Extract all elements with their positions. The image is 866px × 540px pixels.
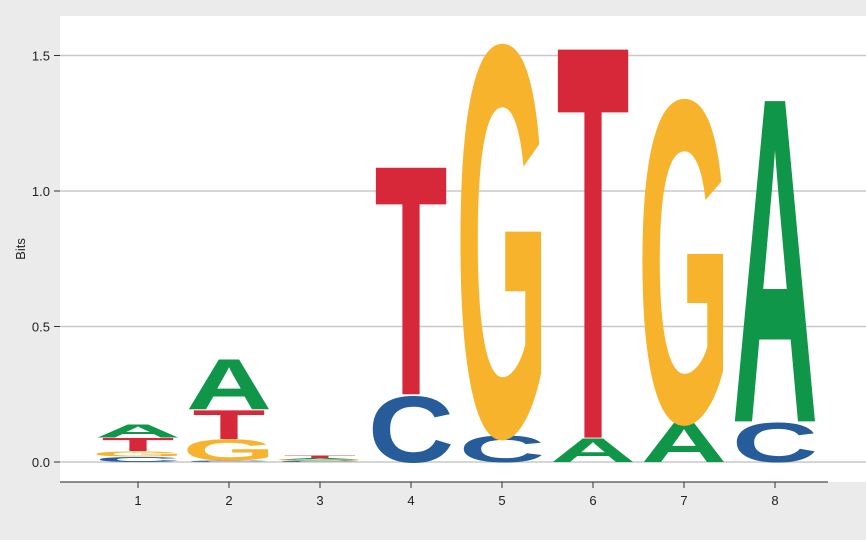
letter-c-pos-4: C [368, 376, 454, 482]
x-tick-label-1: 1 [134, 493, 141, 508]
x-tick-label-8: 8 [771, 493, 778, 508]
letter-t-pos-2: T [193, 401, 266, 448]
letter-a-pos-1: A [95, 421, 181, 442]
letter-t-pos-4: T [375, 98, 448, 465]
x-tick-label-5: 5 [498, 493, 505, 508]
x-tick-label-7: 7 [680, 493, 687, 508]
y-tick-label-1: 0.5 [32, 320, 50, 335]
plot-panel [60, 16, 866, 482]
y-tick-label-3: 1.5 [32, 49, 50, 64]
letter-c-pos-5: C [459, 428, 545, 470]
letter-g-pos-7: G [638, 5, 731, 520]
letter-c-pos-3: C [277, 460, 363, 462]
axes: 0.0 0.5 1.0 1.5 1 2 3 4 5 6 7 8 [32, 49, 828, 508]
letter-a-pos-2: A [186, 344, 272, 424]
letter-a-pos-8: A [732, 1, 818, 522]
letter-a-pos-6: A [550, 431, 636, 469]
letter-a-pos-3: A [277, 458, 363, 460]
x-tick-label-2: 2 [225, 493, 232, 508]
letter-c-pos-8: C [732, 410, 818, 474]
y-tick-label-0: 0.0 [32, 455, 50, 470]
x-tick-label-6: 6 [589, 493, 596, 508]
y-tick-label-2: 1.0 [32, 184, 50, 199]
x-tick-label-4: 4 [407, 493, 414, 508]
gridlines [60, 54, 866, 463]
letter-c-pos-1: C [95, 455, 181, 463]
letter-g-pos-5: G [456, 0, 549, 540]
letter-c-pos-2: C [186, 460, 272, 462]
letter-g-pos-3: G [274, 459, 367, 461]
x-tick-label-3: 3 [316, 493, 323, 508]
letter-g-pos-2: G [183, 434, 276, 468]
letter-t-pos-1: T [102, 434, 175, 455]
letter-t-pos-6: T [557, 0, 630, 540]
letter-t-pos-3: T [284, 455, 357, 459]
letter-g-pos-1: G [92, 450, 185, 458]
letter-a-pos-7: A [641, 410, 727, 474]
y-axis-title: Bits [13, 238, 28, 260]
